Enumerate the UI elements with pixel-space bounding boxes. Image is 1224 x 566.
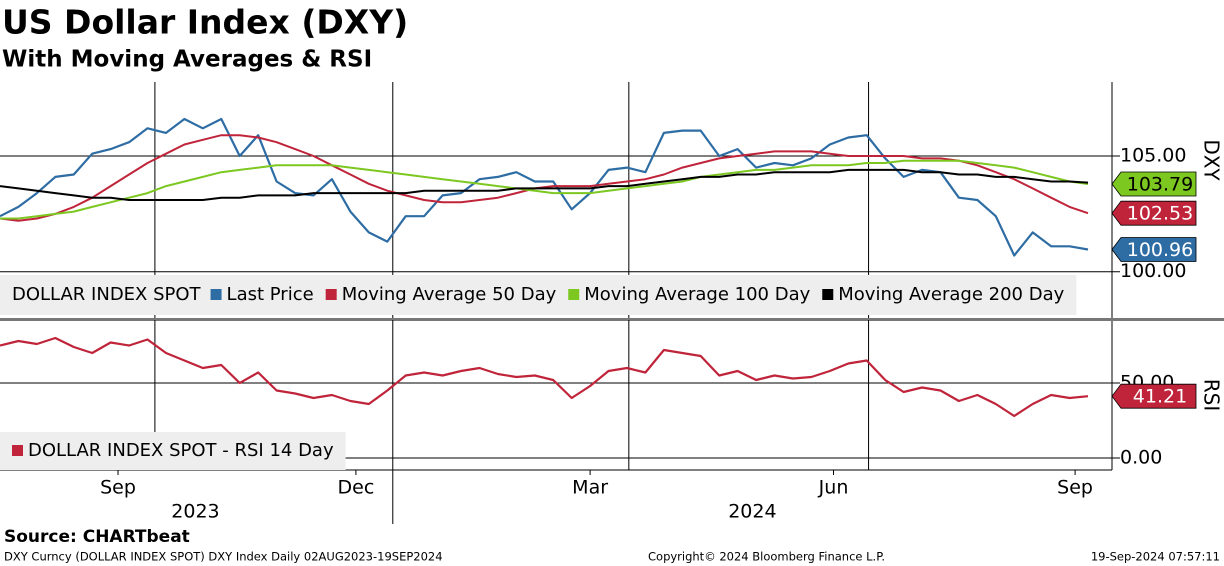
legend-swatch: [325, 289, 337, 300]
legend-swatch: [568, 289, 580, 300]
legend-swatch: [822, 289, 834, 300]
year-label: 2023: [171, 501, 219, 523]
y-tick-label: 100.00: [1120, 260, 1186, 282]
x-tick-label: Sep: [100, 477, 136, 499]
chart-subtitle: With Moving Averages & RSI: [2, 47, 372, 73]
value-tag: [1111, 383, 1197, 409]
chart-title: US Dollar Index (DXY): [2, 3, 408, 42]
series-line: [0, 134, 1089, 222]
legend-label: Last Price: [227, 284, 314, 305]
legend-label: Moving Average 50 Day: [342, 284, 557, 305]
series-line: [0, 117, 1089, 257]
legend-swatch: [12, 445, 23, 456]
legend-swatch: [210, 289, 222, 300]
legend-title: DOLLAR INDEX SPOT: [12, 284, 202, 305]
x-tick-label: Dec: [338, 477, 375, 499]
x-tick-label: Mar: [572, 477, 608, 499]
timestamp: 19-Sep-2024 07:57:11: [1091, 550, 1220, 564]
series-line: [0, 159, 1089, 220]
legend-box: [0, 275, 1077, 315]
value-tag-label: 41.21: [1133, 386, 1187, 408]
value-tag-label: 102.53: [1127, 203, 1193, 225]
legend-label: Moving Average 200 Day: [838, 284, 1064, 305]
x-tick-label: Sep: [1057, 477, 1093, 499]
value-tag-label: 100.96: [1127, 239, 1193, 261]
legend-box: [0, 432, 346, 470]
axis-label: DXY: [1200, 139, 1224, 181]
value-tag-label: 103.79: [1127, 174, 1193, 196]
value-tag: [1111, 200, 1197, 226]
series-line: [0, 168, 1089, 201]
source: Source: CHARTbeat: [4, 527, 190, 547]
year-label: 2024: [728, 501, 776, 523]
axis-label: RSI: [1200, 379, 1224, 412]
x-tick-label: Jun: [818, 477, 849, 499]
value-tag: [1111, 237, 1197, 262]
copyright: Copyright© 2024 Bloomberg Finance L.P.: [648, 550, 885, 564]
y-tick-label: 0.00: [1120, 447, 1162, 469]
legend-label: DOLLAR INDEX SPOT - RSI 14 Day: [28, 440, 334, 461]
legend-label: Moving Average 100 Day: [584, 284, 810, 305]
footer-description: DXY Curncy (DOLLAR INDEX SPOT) DXY Index…: [4, 550, 443, 564]
series-line: [0, 336, 1089, 418]
value-tag: [1111, 171, 1197, 197]
y-tick-label: 105.00: [1120, 145, 1186, 167]
